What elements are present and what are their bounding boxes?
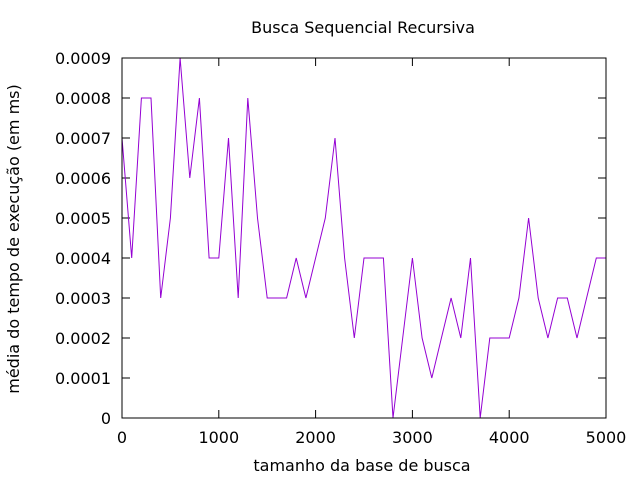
x-tick-label: 5000 xyxy=(586,428,627,447)
y-tick-label: 0.0003 xyxy=(55,289,111,308)
chart-title: Busca Sequencial Recursiva xyxy=(251,18,475,37)
y-tick-label: 0.0006 xyxy=(55,169,111,188)
y-tick-label: 0.0002 xyxy=(55,329,111,348)
x-tick-label: 4000 xyxy=(489,428,530,447)
x-tick-label: 2000 xyxy=(295,428,336,447)
series-line xyxy=(121,57,606,419)
plot-frame xyxy=(121,57,607,419)
y-tick-label: 0.0007 xyxy=(55,129,111,148)
y-tick-label: 0.0001 xyxy=(55,369,111,388)
y-tick-label: 0.0004 xyxy=(55,249,111,268)
y-tick-label: 0.0009 xyxy=(55,49,111,68)
x-axis-label: tamanho da base de busca xyxy=(253,456,470,475)
y-tick-label: 0.0005 xyxy=(55,209,111,228)
axis-ticks xyxy=(121,57,607,419)
axis-tick-labels: 0 0.0001 0.0002 0.0003 0.0004 0.0005 0.0006 0.0… xyxy=(55,49,626,447)
y-tick-label: 0.0008 xyxy=(55,89,111,108)
x-tick-label: 3000 xyxy=(392,428,433,447)
series-group xyxy=(121,57,606,419)
y-axis-label: média do tempo de execução (em ms) xyxy=(4,84,23,394)
x-tick-label: 0 xyxy=(117,428,127,447)
x-tick-label: 1000 xyxy=(198,428,239,447)
y-tick-label: 0 xyxy=(101,409,111,428)
